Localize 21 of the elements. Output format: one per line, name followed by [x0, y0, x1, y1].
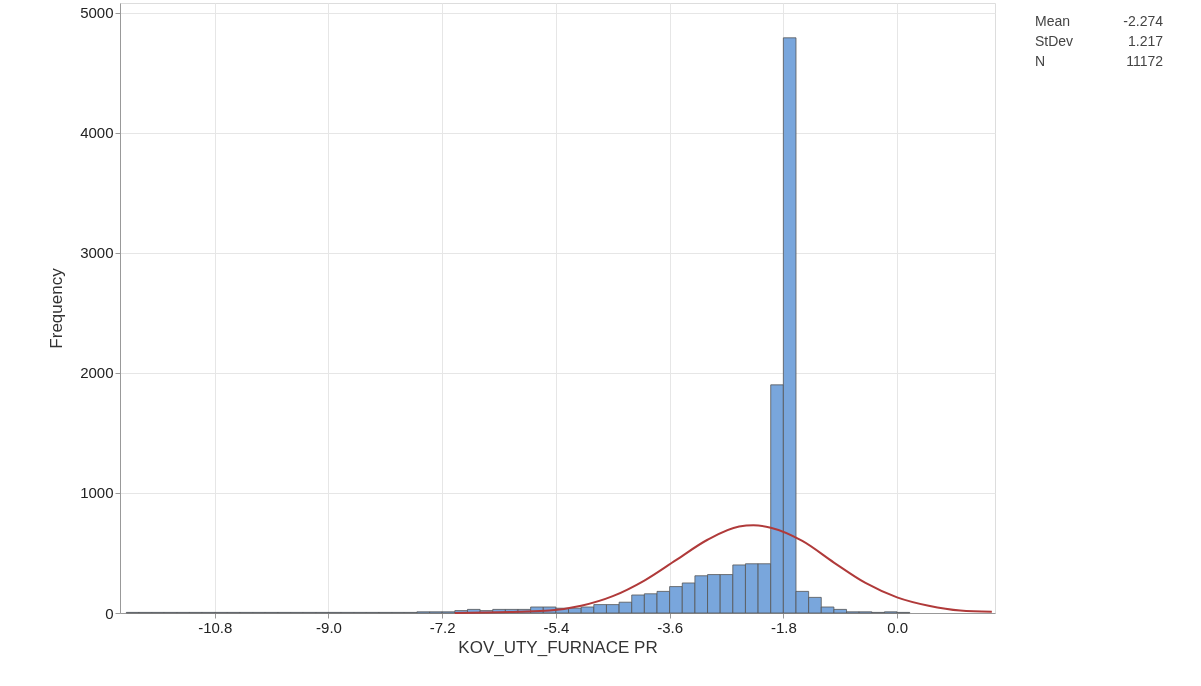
x-tick-label: -10.8 [198, 618, 233, 636]
y-tick-label: 0 [105, 604, 114, 622]
y-tick-label: 2000 [80, 364, 114, 382]
x-tick-label: -3.6 [657, 618, 684, 636]
text: 1.217 [1127, 33, 1164, 49]
y-tick-label: 1000 [80, 484, 114, 502]
y-tick-label: 5000 [80, 4, 114, 22]
x-tick-label: -9.0 [316, 618, 342, 636]
x-axis-title: KOV_UTY_FURNACE PR [458, 637, 658, 657]
text: Mean [1035, 13, 1071, 29]
x-tick-label: -1.8 [770, 618, 797, 636]
text: N [1035, 53, 1046, 69]
y-axis-title: Frequency [47, 267, 67, 349]
text: 11172 [1126, 53, 1164, 69]
y-tick-label: 4000 [80, 124, 114, 142]
x-tick-label: 0.0 [887, 618, 909, 636]
text: StDev [1035, 33, 1074, 49]
x-tick-label: -7.2 [429, 618, 456, 636]
y-tick-label: 3000 [80, 244, 114, 262]
x-tick-label: -5.4 [543, 618, 570, 636]
text: -2.274 [1123, 13, 1164, 29]
